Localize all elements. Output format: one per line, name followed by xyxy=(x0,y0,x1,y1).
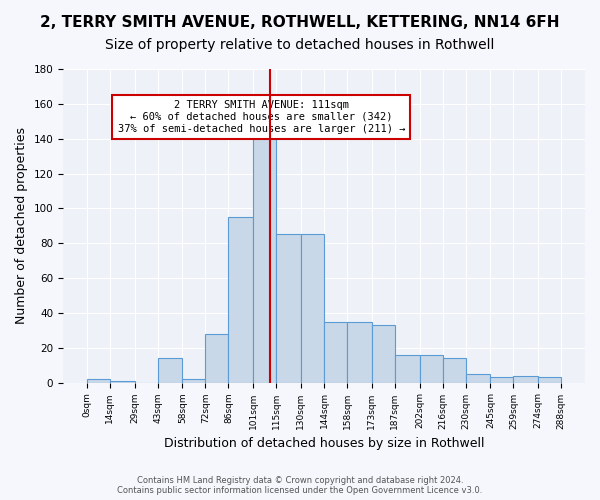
Bar xyxy=(205,334,229,382)
Bar xyxy=(514,376,538,382)
Bar xyxy=(466,374,490,382)
Bar xyxy=(301,234,324,382)
Bar xyxy=(229,217,253,382)
X-axis label: Distribution of detached houses by size in Rothwell: Distribution of detached houses by size … xyxy=(164,437,484,450)
Bar xyxy=(443,358,466,382)
Bar xyxy=(110,381,134,382)
Bar xyxy=(87,379,110,382)
Bar xyxy=(253,122,276,382)
Bar xyxy=(347,322,372,382)
Bar xyxy=(182,379,205,382)
Text: Size of property relative to detached houses in Rothwell: Size of property relative to detached ho… xyxy=(106,38,494,52)
Bar xyxy=(372,325,395,382)
Bar xyxy=(490,378,514,382)
Bar xyxy=(538,378,561,382)
Text: 2 TERRY SMITH AVENUE: 111sqm
← 60% of detached houses are smaller (342)
37% of s: 2 TERRY SMITH AVENUE: 111sqm ← 60% of de… xyxy=(118,100,405,134)
Y-axis label: Number of detached properties: Number of detached properties xyxy=(15,128,28,324)
Text: 2, TERRY SMITH AVENUE, ROTHWELL, KETTERING, NN14 6FH: 2, TERRY SMITH AVENUE, ROTHWELL, KETTERI… xyxy=(40,15,560,30)
Bar xyxy=(324,322,347,382)
Bar xyxy=(276,234,301,382)
Text: Contains HM Land Registry data © Crown copyright and database right 2024.
Contai: Contains HM Land Registry data © Crown c… xyxy=(118,476,482,495)
Bar xyxy=(419,354,443,382)
Bar xyxy=(395,354,419,382)
Bar xyxy=(158,358,182,382)
